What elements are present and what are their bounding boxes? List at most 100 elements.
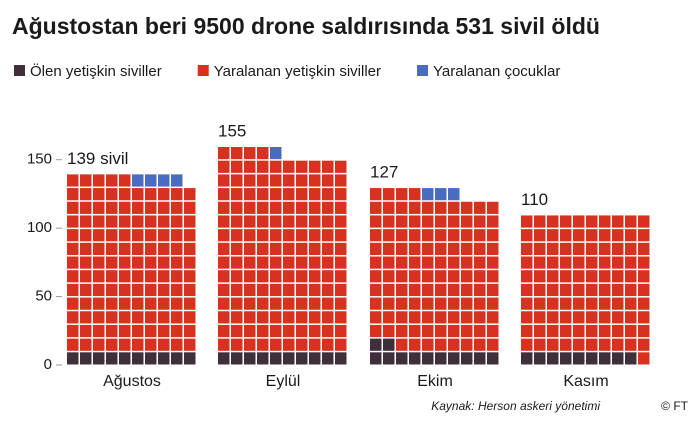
waffle-cell — [145, 324, 157, 338]
waffle-cell — [435, 201, 447, 214]
total-label: 155 — [218, 121, 246, 140]
waffle-cell — [283, 215, 295, 228]
waffle-cell — [370, 352, 382, 365]
waffle-cell — [296, 242, 308, 255]
waffle-cell — [296, 311, 308, 324]
waffle-cell — [132, 229, 144, 242]
waffle-cell — [448, 270, 460, 283]
waffle-cell — [158, 283, 170, 297]
waffle-cell — [171, 188, 183, 201]
waffle-cell — [257, 229, 269, 242]
waffle-cell — [270, 147, 282, 160]
waffle-cell — [231, 174, 243, 187]
waffle-cell — [435, 283, 447, 297]
waffle-cell — [184, 297, 196, 310]
waffle-cell — [132, 201, 144, 214]
waffle-cell — [132, 242, 144, 255]
waffle-cell — [283, 174, 295, 187]
waffle-cell — [244, 256, 256, 269]
waffle-cell — [322, 256, 334, 269]
waffle-cell — [244, 283, 256, 297]
waffle-cell — [322, 160, 334, 173]
waffle-cell — [309, 338, 321, 351]
waffle-cell — [119, 242, 131, 255]
waffle-cell — [296, 215, 308, 228]
waffle-cell — [448, 324, 460, 338]
waffle-cell — [573, 229, 585, 242]
waffle-cell — [257, 215, 269, 228]
waffle-cell — [487, 338, 499, 351]
waffle-cell — [283, 160, 295, 173]
waffle-cell — [80, 215, 92, 228]
waffle-cell — [435, 242, 447, 255]
waffle-cell — [309, 324, 321, 338]
waffle-cell — [335, 160, 347, 173]
waffle-cell — [67, 297, 79, 310]
waffle-cell — [638, 229, 650, 242]
waffle-cell — [396, 242, 408, 255]
source: Kaynak: Herson askeri yönetimi — [431, 399, 600, 413]
waffle-cell — [218, 311, 230, 324]
waffle-cell — [119, 201, 131, 214]
waffle-cell — [171, 174, 183, 187]
waffle-cell — [625, 338, 637, 351]
waffle-cell — [80, 352, 92, 365]
y-tick-label: 150 — [27, 151, 52, 168]
waffle-cell — [309, 160, 321, 173]
legend-swatch — [197, 65, 209, 76]
waffle-cell — [80, 297, 92, 310]
waffle-cell — [383, 311, 395, 324]
waffle-cell — [409, 352, 421, 365]
waffle-cell — [612, 352, 624, 365]
waffle-cell — [448, 256, 460, 269]
waffle-cell — [638, 215, 650, 228]
waffle-cell — [560, 352, 572, 365]
waffle-cell — [244, 215, 256, 228]
waffle-cell — [80, 256, 92, 269]
waffle-cell — [283, 297, 295, 310]
waffle-cell — [461, 324, 473, 338]
waffle-cell — [487, 311, 499, 324]
waffle-cell — [461, 215, 473, 228]
waffle-cell — [67, 229, 79, 242]
waffle-cell — [257, 174, 269, 187]
waffle-cell — [422, 311, 434, 324]
waffle-cell — [547, 215, 559, 228]
waffle-cell — [638, 324, 650, 338]
x-tick-label: Ağustos — [103, 373, 161, 390]
waffle-cell — [383, 324, 395, 338]
waffle-cell — [612, 283, 624, 297]
waffle-cell — [145, 215, 157, 228]
waffle-cell — [67, 242, 79, 255]
waffle-cell — [521, 352, 533, 365]
waffle-cell — [184, 256, 196, 269]
waffle-cell — [132, 174, 144, 187]
waffle-cell — [296, 229, 308, 242]
waffle-cell — [132, 283, 144, 297]
waffle-cell — [612, 324, 624, 338]
waffle-cell — [534, 352, 546, 365]
waffle-cell — [184, 215, 196, 228]
waffle-cell — [560, 270, 572, 283]
waffle-cell — [218, 242, 230, 255]
waffle-cell — [487, 229, 499, 242]
waffle-cell — [322, 270, 334, 283]
waffle-cell — [409, 297, 421, 310]
waffle-cell — [257, 147, 269, 160]
waffle-cell — [586, 215, 598, 228]
waffle-cell — [560, 242, 572, 255]
waffle-cell — [184, 188, 196, 201]
waffle-cell — [396, 297, 408, 310]
waffle-cell — [521, 311, 533, 324]
waffle-cell — [106, 215, 118, 228]
waffle-cell — [231, 160, 243, 173]
waffle-cell — [283, 311, 295, 324]
waffle-cell — [309, 270, 321, 283]
waffle-cell — [283, 352, 295, 365]
waffle-cell — [547, 242, 559, 255]
waffle-cell — [184, 229, 196, 242]
waffle-cell — [119, 311, 131, 324]
waffle-cell — [487, 352, 499, 365]
waffle-cell — [67, 324, 79, 338]
waffle-cell — [270, 188, 282, 201]
